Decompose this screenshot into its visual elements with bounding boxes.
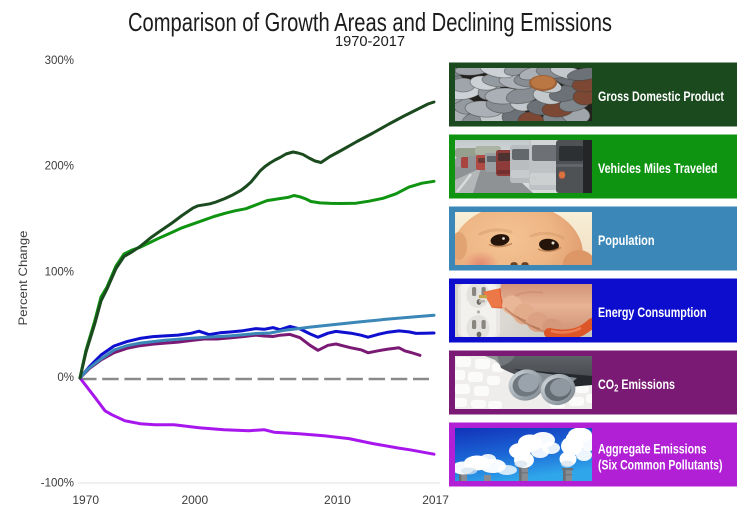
svg-text:2000: 2000 [181,493,208,507]
svg-text:100%: 100% [45,266,74,278]
svg-text:Energy Consumption: Energy Consumption [598,304,707,320]
svg-text:Percent Change: Percent Change [16,230,30,325]
svg-text:Population: Population [598,232,655,248]
svg-text:Comparison of Growth Areas and: Comparison of Growth Areas and Declining… [128,7,612,37]
svg-text:Gross Domestic Product: Gross Domestic Product [598,88,724,104]
svg-text:(Six Common Pollutants): (Six Common Pollutants) [598,457,723,473]
svg-text:0%: 0% [57,372,74,384]
svg-text:200%: 200% [45,161,74,173]
svg-text:CO2 Emissions: CO2 Emissions [598,376,675,395]
svg-text:2017: 2017 [422,493,449,507]
svg-text:-100%: -100% [41,478,74,490]
svg-text:Vehicles Miles Traveled: Vehicles Miles Traveled [598,160,718,176]
svg-text:Aggregate Emissions: Aggregate Emissions [598,441,707,457]
svg-text:300%: 300% [45,55,74,67]
svg-text:1970: 1970 [72,493,99,507]
svg-text:1970-2017: 1970-2017 [335,34,405,50]
svg-text:2010: 2010 [324,493,351,507]
